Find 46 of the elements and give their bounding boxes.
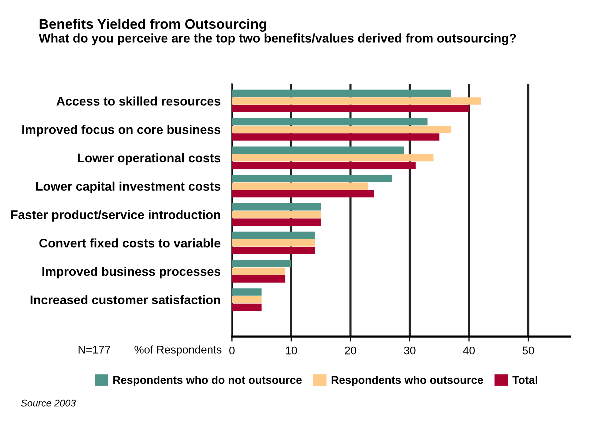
chart-title: Benefits Yielded from Outsourcing — [40, 18, 266, 32]
bar — [232, 211, 322, 218]
x-tick-label: 40 — [463, 346, 475, 355]
bar — [232, 134, 440, 141]
x-axis-title: %of Respondents — [134, 346, 222, 356]
bar — [232, 260, 292, 268]
bar — [232, 288, 262, 296]
bar — [232, 175, 392, 182]
text: N=177 — [78, 346, 110, 354]
bar — [232, 304, 262, 312]
bar — [232, 268, 286, 276]
chart-subtitle: What do you perceive are the top two benefits/values derived from outsourcing? — [39, 34, 516, 46]
bar — [232, 276, 286, 283]
legend-label: Respondents who outsource — [332, 376, 484, 386]
bar — [232, 105, 470, 113]
bar — [232, 203, 322, 211]
y-tick-label: Faster product/service introduction — [11, 210, 220, 222]
x-tick-label: 30 — [404, 346, 416, 355]
bar — [232, 146, 404, 154]
bar — [232, 154, 434, 162]
y-tick-label: Lower capital investment costs — [36, 182, 221, 194]
bar — [232, 247, 316, 254]
y-tick-label: Lower operational costs — [78, 153, 221, 166]
bar — [232, 98, 482, 105]
x-tick-label: 10 — [286, 346, 298, 355]
bar — [232, 162, 416, 170]
bar — [232, 296, 262, 304]
y-tick-label: Increased customer satisfaction — [30, 295, 220, 305]
bar — [232, 232, 316, 240]
legend-label: Total — [512, 376, 538, 384]
bar — [232, 126, 452, 134]
source-note: Source 2003 — [21, 400, 76, 407]
x-tick-label: 50 — [522, 346, 534, 355]
x-tick-label: 0 — [230, 346, 235, 355]
y-tick-label: Convert fixed costs to variable — [40, 238, 221, 248]
y-tick-label: Access to skilled resources — [56, 96, 221, 106]
bar — [232, 218, 322, 226]
x-tick-label: 20 — [345, 346, 356, 355]
y-tick-label: Improved focus on core business — [22, 125, 221, 137]
y-tick-label: Improved business processes — [42, 266, 221, 279]
bar — [232, 90, 452, 98]
legend-label: Respondents who do not outsource — [114, 376, 302, 386]
bar — [232, 240, 316, 247]
bar — [232, 118, 428, 126]
bar — [232, 190, 374, 198]
bar — [232, 182, 369, 190]
